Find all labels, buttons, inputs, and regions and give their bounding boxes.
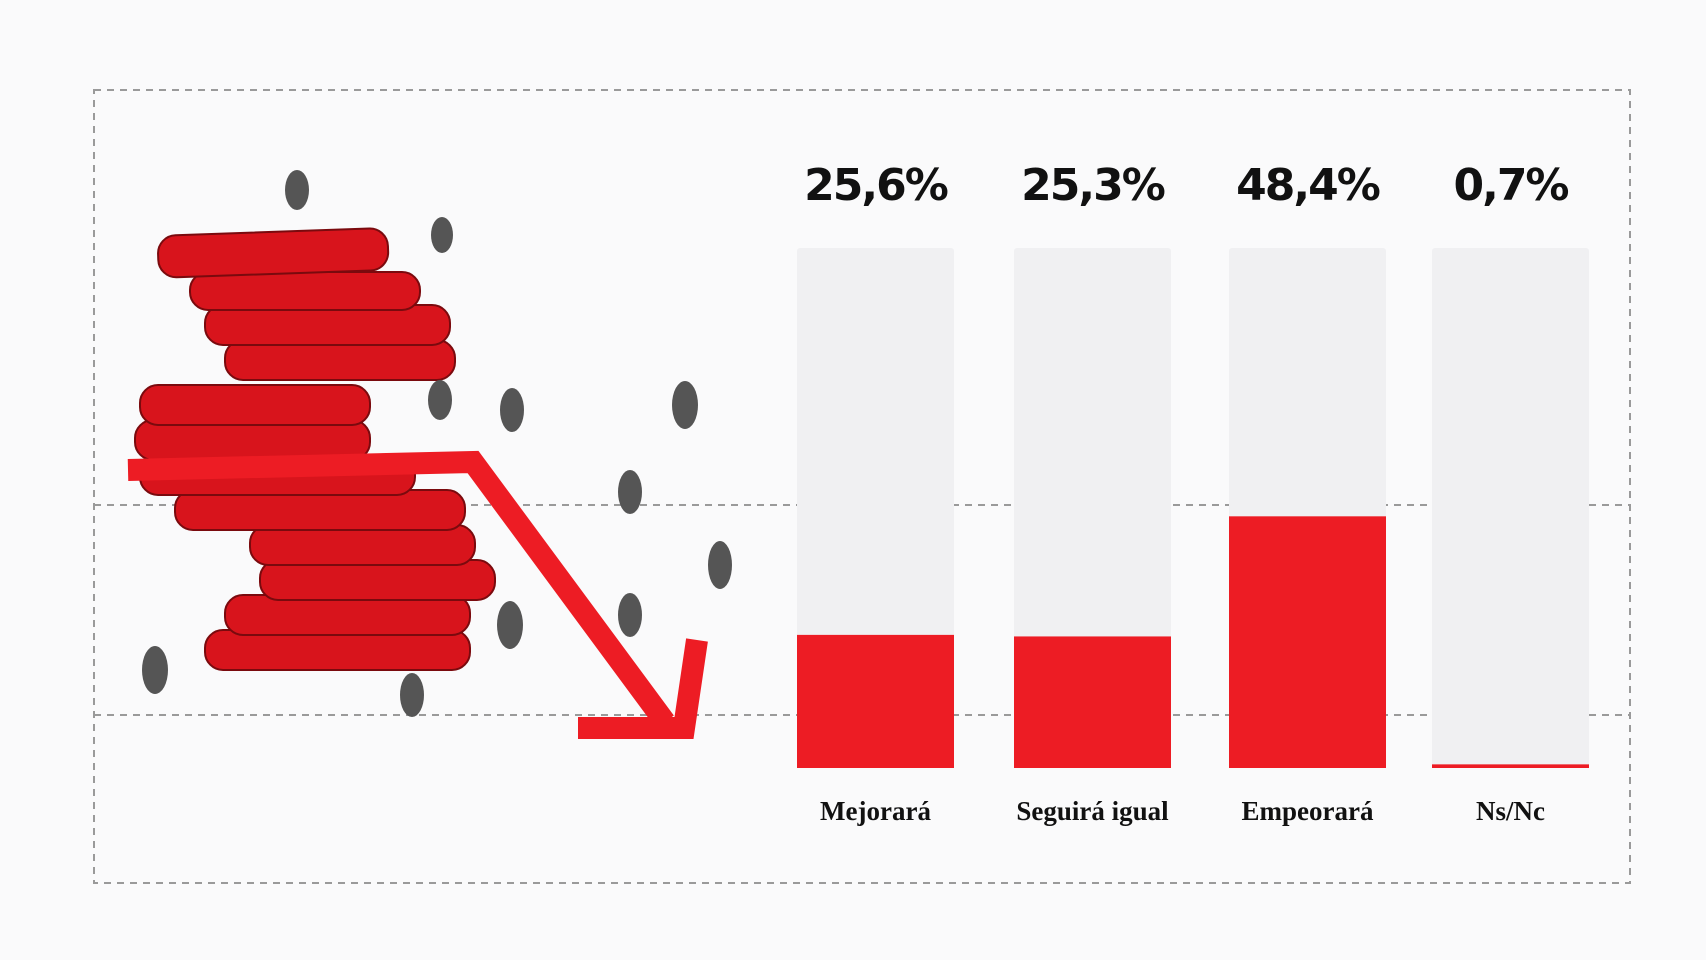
x-tick-label: Mejorará [820,796,931,826]
value-label: 48,4% [1236,160,1380,211]
x-tick-label: Seguirá igual [1016,796,1169,826]
x-tick-label: Empeorará [1242,796,1374,826]
x-tick-label: Ns/Nc [1476,796,1545,826]
value-label: 25,3% [1021,160,1165,211]
value-label: 0,7% [1453,160,1568,211]
bar [797,634,954,768]
bar-track [1432,248,1589,768]
frame [93,89,1631,884]
illustration [127,170,732,739]
value-label: 25,6% [804,160,948,211]
bar [1432,764,1589,768]
bar [1229,516,1386,768]
bar [1014,636,1171,768]
